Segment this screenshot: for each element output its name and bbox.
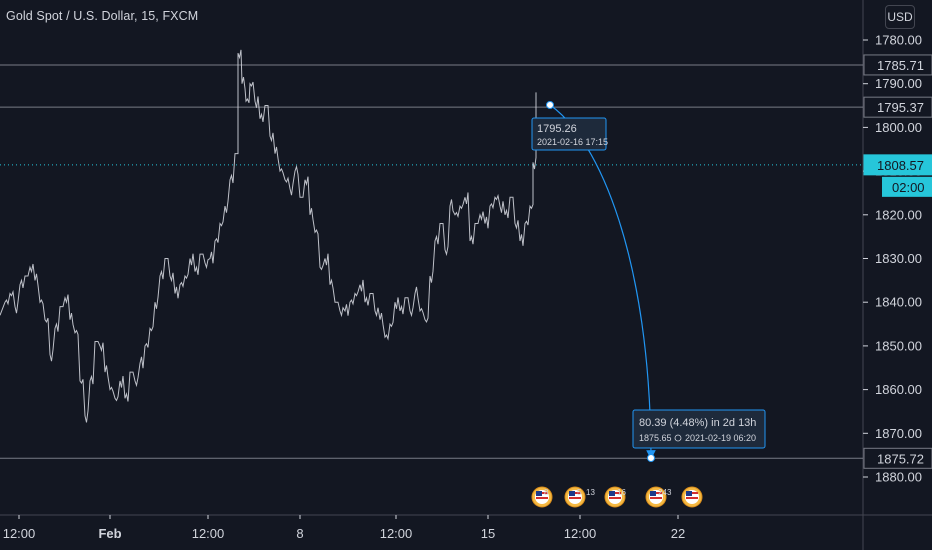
start-annotation-value: 1795.26 [537,123,577,135]
x-tick-label: 12:00 [564,526,597,541]
start-point-marker[interactable] [546,101,554,109]
price-tag[interactable]: 1795.37 [863,96,932,118]
end-point-marker[interactable] [647,454,655,462]
price-tag-box [863,96,932,118]
y-tick-label: 1780.00 [875,33,922,48]
x-tick-label: 12:00 [192,526,225,541]
y-tick-label: 1840.00 [875,295,922,310]
y-tick-label: 1870.00 [875,426,922,441]
y-tick-label: 1800.00 [875,120,922,135]
x-tick-label: 15 [481,526,495,541]
time-axis: 12:00 Feb 12:00 8 12:00 15 12:00 22 [3,515,685,541]
price-line [0,49,537,423]
price-tag-box [863,447,932,469]
projection-annotation-text: 80.39 (4.48%) in 2d 13h [639,417,756,429]
price-tags: 1785.71 1795.37 1808.57 02:00 1875.72 [863,54,932,469]
projection-annotation-time: 2021-02-19 06:20 [685,433,756,443]
y-tick-label: 1820.00 [875,207,922,222]
event-badge[interactable]: 8 [531,486,553,508]
y-tick-label: 1790.00 [875,76,922,91]
projection-annotation-target: 1875.65 [639,433,672,443]
price-series [0,49,537,423]
event-badge[interactable]: 16 [604,486,626,508]
price-tag-label: 1875.72 [877,451,924,466]
y-tick-label: 1860.00 [875,382,922,397]
y-tick-label: 1880.00 [875,470,922,485]
flag-canton [569,491,575,496]
event-count: 3 [667,488,672,497]
chart-title: Gold Spot / U.S. Dollar, 15, FXCM [6,9,199,23]
event-badge[interactable]: 5 13 [564,486,595,508]
x-tick-label: 8 [296,526,303,541]
flag-canton [536,491,542,496]
flag-stripe [536,497,548,499]
flag-canton [609,491,615,496]
x-tick-label: 22 [671,526,685,541]
y-tick-label: 1850.00 [875,338,922,353]
flag-stripe [609,497,621,499]
flag-stripe [686,497,698,499]
price-tag-box [863,154,932,176]
event-count: 8 [544,488,549,497]
projection-annotation: 80.39 (4.48%) in 2d 13h 1875.65 2021-02-… [632,409,766,449]
projection-arrow [549,104,656,460]
flag-canton [686,491,692,496]
flag-canton [650,491,656,496]
countdown-label: 02:00 [892,180,925,195]
event-count: 5 [577,488,582,497]
event-count: 24 [658,488,667,497]
flag-stripe [569,497,581,499]
price-tag[interactable]: 1785.71 [863,54,932,76]
price-tag[interactable]: 1875.72 [863,447,932,469]
currency-button[interactable]: USD [885,5,915,29]
price-tag-box [863,54,932,76]
event-count: 16 [617,488,626,497]
event-count: 13 [586,488,595,497]
x-tick-label: 12:00 [380,526,413,541]
event-badges: 8 5 13 16 24 3 [531,486,703,508]
x-tick-label: 12:00 [3,526,36,541]
horizontal-lines [0,64,863,459]
flag-stripe [650,497,662,499]
y-tick-label: 1830.00 [875,251,922,266]
x-tick-label: Feb [98,526,121,541]
price-tag[interactable]: 1808.57 02:00 [863,154,932,197]
countdown-box [882,176,932,197]
start-annotation: 1795.26 2021-02-16 17:15 [531,117,608,151]
price-tag-label: 1808.57 [877,158,924,173]
event-badge[interactable]: 24 3 [645,486,672,508]
clock-icon [674,434,682,442]
start-annotation-time: 2021-02-16 17:15 [537,137,608,147]
price-tag-label: 1785.71 [877,58,924,73]
event-badge[interactable] [681,486,703,508]
price-tag-label: 1795.37 [877,100,924,115]
